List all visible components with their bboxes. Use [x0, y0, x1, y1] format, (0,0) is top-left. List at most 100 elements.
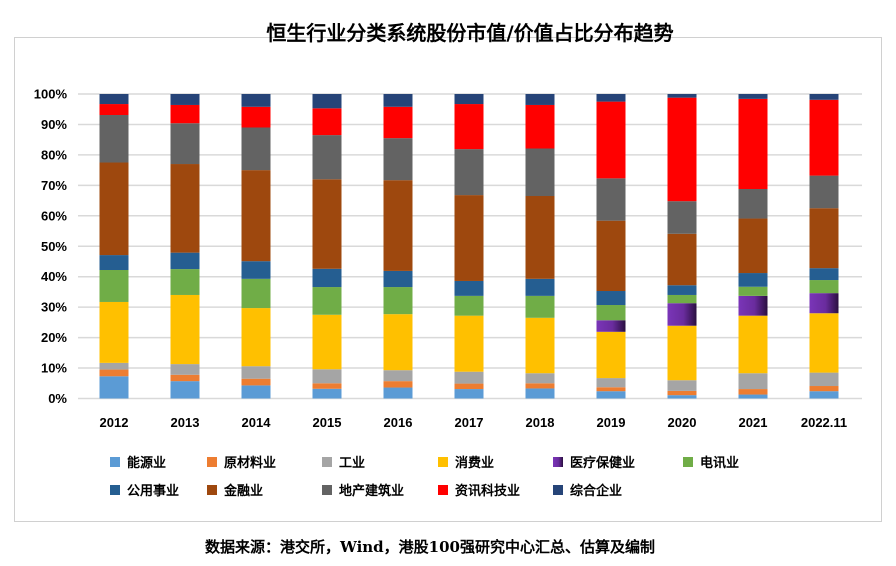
legend-item: 电讯业 [683, 455, 739, 471]
x-tick-label: 2014 [242, 415, 272, 430]
bar-segment-2012-能源业 [99, 376, 129, 399]
bar-segment-2021-金融业 [738, 218, 768, 274]
bar-segment-2015-能源业 [312, 388, 342, 399]
bar-segment-2019-工业 [596, 378, 626, 388]
bar-segment-2018-综合企业 [525, 94, 555, 105]
y-tick-label: 90% [41, 117, 67, 132]
bar-segment-2015-消费业 [312, 314, 342, 370]
legend-item: 工业 [322, 455, 365, 471]
bar-segment-2020-原材料业 [667, 390, 697, 396]
bar-segment-2016-地产建筑业 [383, 138, 413, 181]
bar-segment-2021-电讯业 [738, 286, 768, 296]
legend-item: 综合企业 [553, 483, 622, 499]
x-tick-label: 2021 [739, 415, 768, 430]
bar-segment-2018-能源业 [525, 388, 555, 399]
bar-segment-2015-电讯业 [312, 287, 342, 315]
legend-item: 能源业 [110, 455, 166, 471]
bar-segment-2017-地产建筑业 [454, 149, 484, 196]
legend-swatch [683, 457, 693, 467]
bar-segment-2017-公用事业 [454, 280, 484, 296]
legend-swatch [322, 485, 332, 495]
legend-swatch [207, 457, 217, 467]
bar-segment-2012-金融业 [99, 162, 129, 256]
bar-segment-2021-综合企业 [738, 94, 768, 99]
bar-segment-2021-能源业 [738, 394, 768, 399]
y-tick-label: 100% [34, 87, 68, 102]
bar-segment-2022.11-综合企业 [809, 94, 839, 100]
bar-segment-2019-地产建筑业 [596, 178, 626, 221]
legend-swatch [553, 485, 563, 495]
bar-segment-2018-消费业 [525, 317, 555, 374]
bar-segment-2014-原材料业 [241, 378, 271, 386]
bar-segment-2015-地产建筑业 [312, 135, 342, 180]
y-tick-label: 70% [41, 178, 67, 193]
bar-segment-2022.11-电讯业 [809, 280, 839, 294]
x-tick-label: 2018 [526, 415, 555, 430]
bar-segment-2013-能源业 [170, 381, 200, 399]
legend-label: 原材料业 [224, 455, 276, 471]
y-tick-label: 40% [41, 269, 67, 284]
legend-label: 工业 [339, 455, 365, 471]
bar-segment-2018-地产建筑业 [525, 148, 555, 197]
bar-segment-2013-公用事业 [170, 252, 200, 270]
legend-item: 资讯科技业 [438, 483, 520, 499]
x-tick-label: 2012 [100, 415, 129, 430]
bar-segment-2016-电讯业 [383, 287, 413, 315]
x-axis-ticks: 2012 2013 2014 2015 2016 2017 2018 2019 2020 2021… [100, 415, 848, 430]
legend-swatch [322, 457, 332, 467]
y-axis-ticks: 0% 10% 20% 30% 40% 50% 60% 70% 80% 90% 100% [34, 87, 68, 407]
bar-segment-2014-金融业 [241, 170, 271, 262]
bar-segment-2020-消费业 [667, 325, 697, 381]
bar-segment-2013-金融业 [170, 164, 200, 253]
bar-segment-2016-公用事业 [383, 270, 413, 288]
bar-segment-2015-金融业 [312, 179, 342, 269]
legend-swatch [110, 457, 120, 467]
bar-segment-2017-资讯科技业 [454, 104, 484, 150]
bar-segment-2017-金融业 [454, 195, 484, 281]
bar-segment-2020-医疗保健业 [667, 303, 697, 326]
bar-segment-2022.11-地产建筑业 [809, 175, 839, 209]
chart-frame [14, 37, 882, 522]
bar-segment-2019-医疗保健业 [596, 320, 626, 332]
legend-item: 地产建筑业 [322, 483, 404, 499]
bar-segment-2020-综合企业 [667, 94, 697, 98]
bar-segment-2022.11-资讯科技业 [809, 99, 839, 176]
y-tick-label: 20% [41, 330, 67, 345]
bar-segment-2021-工业 [738, 373, 768, 390]
bar-segment-2018-原材料业 [525, 383, 555, 389]
bar-segment-2019-消费业 [596, 331, 626, 379]
bar-segment-2012-综合企业 [99, 94, 129, 105]
bar-segment-2014-工业 [241, 366, 271, 379]
bar-segment-2021-消费业 [738, 315, 768, 374]
bar-segment-2020-公用事业 [667, 285, 697, 295]
bar-segment-2019-能源业 [596, 391, 626, 399]
bar-segment-2019-资讯科技业 [596, 101, 626, 179]
bar-segment-2021-资讯科技业 [738, 98, 768, 190]
legend-label: 地产建筑业 [339, 483, 404, 499]
bar-segment-2017-消费业 [454, 315, 484, 372]
bar-segment-2013-地产建筑业 [170, 123, 200, 165]
bar-segment-2013-原材料业 [170, 374, 200, 382]
legend-label: 金融业 [223, 483, 263, 499]
bar-segment-2020-资讯科技业 [667, 97, 697, 202]
bar-segment-2017-原材料业 [454, 383, 484, 390]
bar-segment-2019-电讯业 [596, 305, 626, 321]
legend-label: 医疗保健业 [570, 455, 635, 471]
bar-segment-2012-资讯科技业 [99, 104, 129, 116]
bar-segment-2013-综合企业 [170, 94, 200, 105]
bar-segment-2020-电讯业 [667, 294, 697, 304]
legend-label: 能源业 [127, 455, 166, 471]
legend-label: 资讯科技业 [455, 483, 520, 499]
bar-segment-2022.11-能源业 [809, 391, 839, 399]
bar-segment-2016-工业 [383, 370, 413, 382]
bar-segment-2016-能源业 [383, 387, 413, 399]
bar-segment-2015-工业 [312, 369, 342, 384]
bar-segment-2013-电讯业 [170, 269, 200, 295]
bar-segment-2019-公用事业 [596, 291, 626, 306]
bar-segment-2018-公用事业 [525, 278, 555, 296]
bar-segment-2022.11-公用事业 [809, 268, 839, 281]
bar-segment-2017-电讯业 [454, 295, 484, 316]
legend-item: 消费业 [438, 455, 494, 471]
bar-segment-2014-能源业 [241, 385, 271, 399]
